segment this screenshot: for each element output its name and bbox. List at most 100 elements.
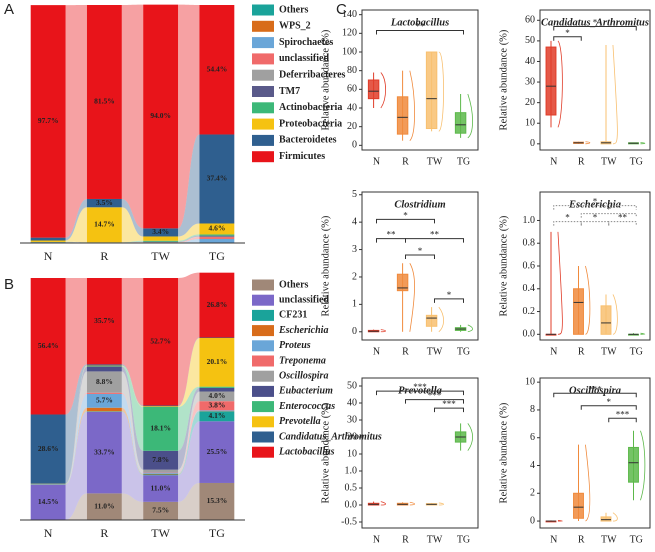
plot-frame: [539, 377, 651, 529]
legend-swatch: [252, 37, 274, 49]
half-violin: [640, 430, 646, 501]
flow: [121, 4, 144, 229]
panel-label: C: [336, 1, 347, 18]
half-violin: [409, 70, 415, 141]
value-label: 33.7%: [94, 447, 115, 456]
flow: [121, 240, 144, 243]
flow: [121, 371, 144, 473]
legend-label: Firmicutes: [279, 151, 325, 162]
value-label: 28.6%: [38, 444, 59, 453]
y-tick-label: 10: [525, 118, 535, 129]
x-tick-label: N: [550, 534, 557, 545]
bar-segment: [86, 393, 122, 408]
bar-segment: [143, 278, 179, 406]
y-axis-label: Relative abundance (%): [498, 29, 509, 130]
y-tick-label: 0: [530, 138, 535, 149]
flow: [121, 365, 144, 407]
x-tick-label: R: [578, 346, 585, 357]
box: [600, 305, 612, 335]
bar-segment: [143, 469, 179, 473]
flow: [65, 5, 87, 238]
y-tick-label: 40: [525, 56, 535, 67]
value-label: 4.1%: [208, 411, 225, 420]
y-tick-label: 20: [347, 431, 357, 442]
legend-swatch: [252, 279, 274, 291]
legend-label: Proteus: [279, 340, 311, 351]
flow: [121, 392, 144, 473]
bar-segment: [199, 223, 235, 235]
y-axis-label: Relative abundance (%): [498, 215, 509, 316]
flow: [121, 407, 144, 475]
flow: [178, 238, 200, 243]
y-tick-label: 10: [347, 448, 357, 459]
legend-label: Bacteroidetes: [279, 135, 337, 146]
significance-bracket: [553, 36, 582, 41]
half-violin: [467, 93, 473, 139]
half-violin: [640, 142, 646, 145]
significance-label: **: [618, 213, 628, 223]
flow: [65, 407, 87, 485]
flow: [178, 134, 200, 237]
significance-label: **: [430, 230, 440, 240]
y-tick-label: 0.2: [523, 306, 536, 317]
flow: [65, 411, 87, 520]
box: [573, 288, 584, 335]
y-tick-label: 3: [352, 244, 357, 255]
x-tick-label: R: [100, 526, 108, 540]
y-tick-label: 0: [530, 515, 535, 526]
box: [425, 314, 438, 327]
value-label: 26.8%: [207, 300, 228, 309]
box: [545, 46, 557, 116]
y-tick-label: 140: [342, 9, 357, 20]
bar-segment: [86, 407, 122, 412]
significance-bracket: [553, 392, 637, 398]
value-label: 20.1%: [207, 357, 228, 366]
y-tick-label: 1.0: [523, 215, 536, 226]
bar-segment: [143, 4, 179, 229]
x-tick-label: TW: [601, 156, 617, 167]
flow: [178, 411, 200, 476]
legend-swatch: [252, 118, 274, 130]
value-label: 37.4%: [207, 174, 228, 183]
x-tick-label: TW: [427, 156, 443, 167]
x-tick-label: R: [578, 534, 585, 545]
legend-label: Actinobacteria: [279, 102, 342, 113]
panel-title: Clostridium: [394, 199, 445, 210]
flow: [178, 387, 200, 470]
y-tick-label: 4: [530, 460, 535, 471]
half-violin: [438, 306, 444, 333]
half-violin: [467, 423, 473, 451]
legend-label: TM7: [279, 86, 300, 97]
half-violin: [380, 72, 386, 109]
y-tick-label: 30: [347, 414, 357, 425]
value-label: 18.1%: [150, 424, 171, 433]
value-label: 8.8%: [96, 377, 113, 386]
bar-segment: [143, 228, 179, 237]
significance-bracket: [376, 390, 464, 396]
value-label: 14.5%: [38, 497, 59, 506]
flow: [65, 371, 87, 485]
half-violin: [612, 44, 618, 145]
box: [396, 96, 409, 135]
y-tick-label: 2: [352, 271, 357, 282]
x-tick-label: N: [550, 156, 557, 167]
bar-segment: [86, 493, 122, 520]
half-violin: [585, 265, 591, 335]
legend-swatch: [252, 370, 274, 382]
bar-segment: [86, 366, 122, 372]
significance-bracket: [405, 238, 464, 243]
flow: [65, 366, 87, 485]
significance-bracket: [405, 254, 435, 260]
value-label: 5.7%: [96, 396, 113, 405]
significance-label: *: [403, 210, 408, 220]
bar-segment: [143, 405, 179, 407]
x-tick-label: TG: [630, 156, 643, 167]
half-violin: [380, 501, 386, 506]
significance-bracket: [580, 221, 610, 226]
bar-segment: [199, 387, 235, 392]
legend-swatch: [252, 69, 274, 81]
flow: [178, 272, 200, 406]
bar-segment: [30, 414, 66, 484]
legend-swatch: [252, 385, 274, 397]
bar-segment: [30, 237, 66, 241]
